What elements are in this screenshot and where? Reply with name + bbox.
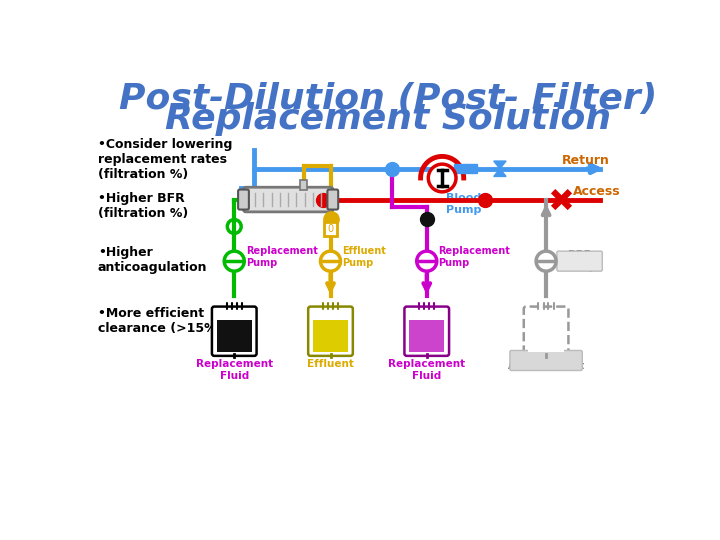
Text: •Higher BFR
(filtration %): •Higher BFR (filtration %): [98, 192, 188, 220]
FancyBboxPatch shape: [243, 187, 333, 212]
Text: Replacement
Fluid: Replacement Fluid: [388, 359, 465, 381]
Circle shape: [320, 251, 341, 271]
Circle shape: [536, 251, 556, 271]
Text: Effluent: Effluent: [307, 359, 354, 369]
Bar: [312, 320, 348, 352]
Polygon shape: [494, 168, 506, 177]
FancyBboxPatch shape: [557, 251, 603, 271]
Text: PBP
Pump: PBP Pump: [562, 251, 596, 272]
Text: Replacement
Pump: Replacement Pump: [246, 246, 318, 268]
Text: Return: Return: [562, 154, 609, 167]
Text: •Higher
anticoagulation: •Higher anticoagulation: [98, 246, 207, 274]
Text: •More efficient
clearance (>15%): •More efficient clearance (>15%): [98, 307, 222, 335]
Bar: [528, 320, 564, 352]
Bar: [300, 180, 307, 190]
Text: Blood
Pump: Blood Pump: [446, 193, 482, 215]
Bar: [454, 164, 477, 173]
Circle shape: [224, 251, 244, 271]
FancyBboxPatch shape: [523, 307, 568, 356]
Circle shape: [428, 164, 456, 192]
FancyBboxPatch shape: [328, 190, 338, 210]
Text: 0: 0: [328, 224, 333, 234]
FancyBboxPatch shape: [308, 307, 353, 356]
Bar: [324, 222, 337, 236]
FancyBboxPatch shape: [238, 190, 249, 210]
Text: •Consider lowering
replacement rates
(filtration %): •Consider lowering replacement rates (fi…: [98, 138, 233, 181]
Text: Replacement
Pump: Replacement Pump: [438, 246, 510, 268]
FancyBboxPatch shape: [405, 307, 449, 356]
Polygon shape: [494, 161, 506, 168]
FancyBboxPatch shape: [212, 307, 256, 356]
FancyBboxPatch shape: [510, 350, 582, 370]
Bar: [409, 320, 444, 352]
Text: Infusion or
Anticoagulant: Infusion or Anticoagulant: [508, 350, 585, 372]
Text: Post-Dilution (Post- Filter): Post-Dilution (Post- Filter): [119, 82, 657, 116]
Text: Effluent
Pump: Effluent Pump: [342, 246, 386, 268]
Text: Replacement
Fluid: Replacement Fluid: [196, 359, 273, 381]
Text: Replacement Solution: Replacement Solution: [165, 102, 611, 136]
Text: Access: Access: [573, 185, 621, 198]
Circle shape: [417, 251, 437, 271]
Bar: [217, 320, 252, 352]
